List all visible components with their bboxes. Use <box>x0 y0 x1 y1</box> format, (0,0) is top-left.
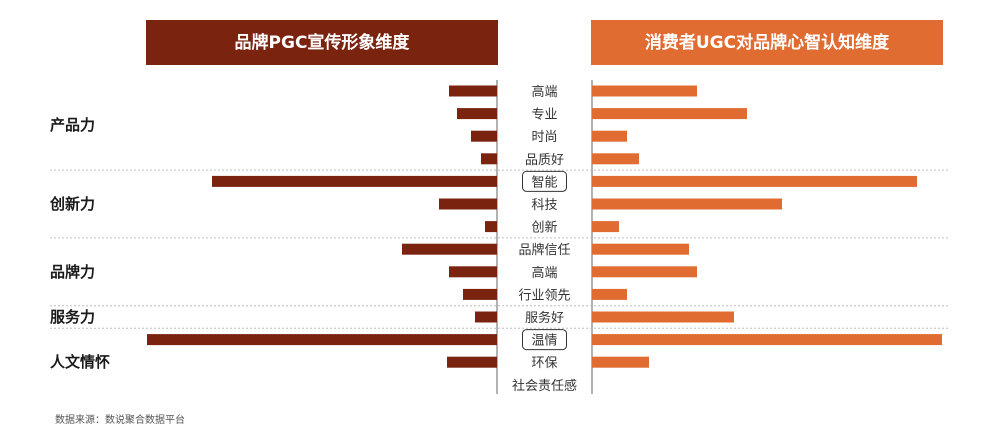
category-label: 智能 <box>531 175 557 190</box>
left-bar <box>471 130 497 142</box>
category-label: 社会责任感 <box>512 378 577 394</box>
right-bar <box>592 85 697 97</box>
right-bar <box>592 288 627 300</box>
category-label: 品牌信任 <box>518 242 570 258</box>
category-label: 专业 <box>531 108 557 123</box>
right-bar <box>592 108 747 120</box>
right-bar <box>592 153 639 165</box>
left-bar <box>212 175 497 187</box>
left-bar <box>463 288 497 300</box>
group-label: 创新力 <box>49 195 95 213</box>
right-bar <box>592 198 782 210</box>
group-label: 品牌力 <box>50 263 95 281</box>
left-bar <box>457 108 497 120</box>
left-bar <box>475 311 497 323</box>
group-label: 服务力 <box>50 308 95 326</box>
left-bar <box>439 198 497 210</box>
category-label: 品质好 <box>525 153 564 168</box>
category-label: 温情 <box>531 334 557 349</box>
right-bar <box>592 266 697 278</box>
left-bar <box>481 153 497 165</box>
right-header-bg <box>591 20 943 65</box>
category-label: 时尚 <box>531 130 557 145</box>
left-bar <box>485 221 497 233</box>
category-label: 环保 <box>531 356 557 371</box>
right-bar <box>592 221 619 233</box>
right-bar <box>592 243 689 255</box>
left-bar <box>402 243 497 255</box>
left-bar <box>147 334 497 346</box>
right-bar <box>592 311 734 323</box>
category-label: 创新 <box>531 220 557 236</box>
right-bar <box>592 130 627 142</box>
right-header-title: 消费者UGC对品牌心智认知维度 <box>645 32 890 53</box>
highlight-box <box>522 329 567 351</box>
right-bar <box>592 334 942 346</box>
left-bar <box>449 266 497 278</box>
group-label: 人文情怀 <box>50 353 110 371</box>
category-label: 科技 <box>531 198 557 213</box>
left-header-title: 品牌PGC宣传形象维度 <box>235 32 411 53</box>
category-label: 服务好 <box>525 310 564 326</box>
right-bar <box>592 175 917 187</box>
left-header-bg <box>146 20 498 65</box>
source-note: 数据来源：数说聚合数据平台 <box>55 413 185 426</box>
highlight-box <box>522 170 567 192</box>
category-label: 高端 <box>531 84 557 100</box>
left-bar <box>447 356 497 368</box>
left-bar <box>449 85 497 97</box>
category-label: 行业领先 <box>518 288 570 303</box>
right-bar <box>592 356 649 368</box>
group-label: 产品力 <box>50 116 95 134</box>
category-label: 高端 <box>531 265 557 281</box>
